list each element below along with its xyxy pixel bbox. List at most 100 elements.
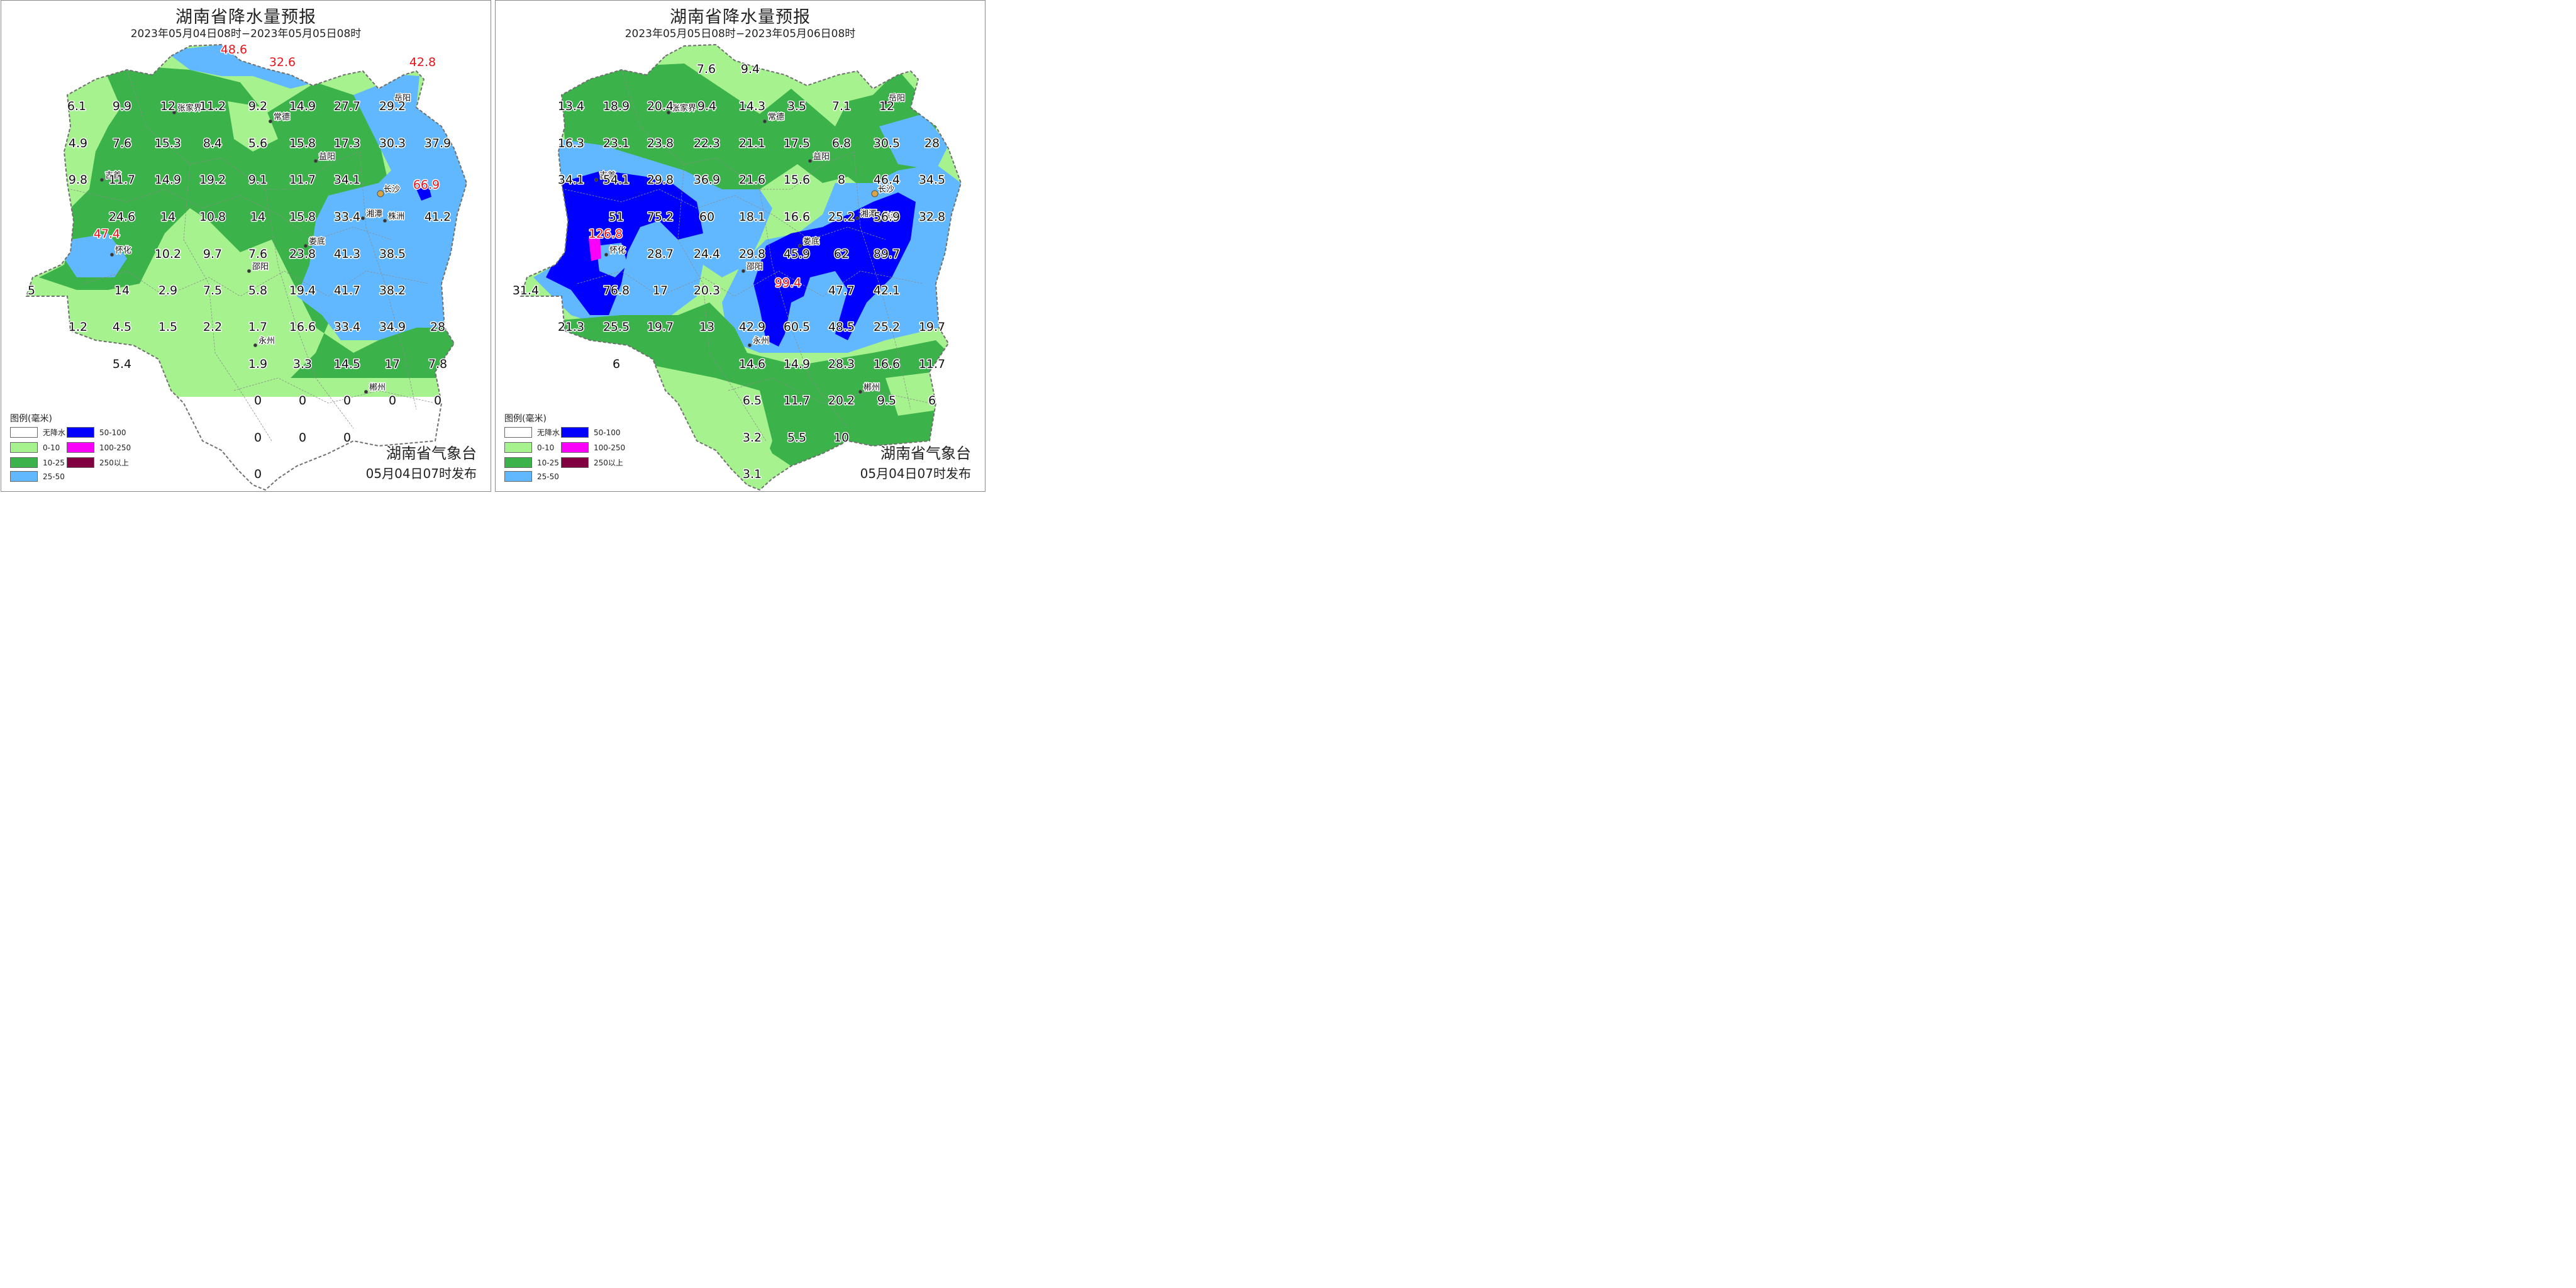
rain-zone-heavy (879, 114, 948, 170)
rainfall-value: 7.1 (832, 99, 851, 113)
city-label: 郴州 (369, 383, 386, 392)
rainfall-value: 1.7 (248, 320, 267, 334)
city-label: 益阳 (813, 152, 830, 162)
rainfall-value: 28 (924, 136, 940, 150)
rainfall-value: 21.1 (739, 136, 765, 150)
rainfall-value: 23.8 (647, 136, 674, 150)
city-label: 岳阳 (889, 94, 905, 103)
rain-zone-rain (546, 170, 703, 315)
rainfall-value: 6.1 (67, 99, 86, 113)
rainfall-value: 14.9 (289, 99, 316, 113)
rainfall-value: 25.2 (828, 210, 855, 224)
max-rainfall-value: 32.6 (269, 55, 296, 69)
city-label: 永州 (753, 336, 769, 346)
rainfall-value: 17 (653, 284, 668, 297)
legend-item-light: 0-10 (10, 442, 60, 453)
city-dot (314, 159, 318, 163)
rainfall-value: 38.5 (379, 247, 406, 261)
rainfall-value: 31.4 (513, 284, 539, 297)
rainfall-value: 34.1 (334, 173, 360, 187)
rainfall-value: 0 (299, 431, 306, 445)
rainfall-value: 7.6 (248, 247, 267, 261)
rainfall-value: 14.3 (739, 99, 765, 113)
rainfall-value: 24.6 (109, 210, 135, 224)
rainfall-value: 0 (254, 394, 262, 408)
rain-zone-heavy (165, 45, 316, 89)
rainfall-value: 14.6 (739, 357, 765, 371)
rainfall-value: 1.5 (158, 320, 177, 334)
legend-item-moderate: 10-25 (10, 457, 65, 468)
rainfall-value: 9.2 (248, 99, 267, 113)
rainfall-value: 3.5 (787, 99, 806, 113)
rain-zone-rain (753, 192, 916, 347)
rainfall-value: 8 (838, 173, 845, 187)
rainfall-value: 42.9 (739, 320, 765, 334)
rain-zone-light (228, 101, 278, 152)
rainfall-value: 13.4 (558, 99, 584, 113)
city-dot (389, 101, 393, 104)
rainfall-value: 4.9 (69, 136, 87, 150)
legend-item-heavy: 25-50 (504, 471, 559, 482)
rainfall-value: 19.7 (647, 320, 674, 334)
max-rainfall-value: 126.8 (589, 227, 623, 241)
county-boundaries (70, 69, 436, 441)
city-dot (741, 269, 745, 273)
rainfall-value: 3.3 (293, 357, 312, 371)
legend-title: 图例(毫米) (504, 414, 547, 424)
max-rainfall-value: 47.4 (94, 227, 120, 241)
max-rainfall-value: 99.4 (775, 276, 801, 290)
rainfall-value: 10.8 (199, 210, 226, 224)
rainfall-value: 16.6 (289, 320, 316, 334)
city-label: 怀化 (115, 246, 131, 255)
rainfall-value: 62 (834, 247, 849, 261)
rainfall-value: 34.1 (558, 173, 584, 187)
city-label: 永州 (258, 336, 275, 346)
forecast-period: 2023年05月05日08时−2023年05月06日08时 (625, 28, 856, 40)
issue-time: 05月04日07时发布 (365, 466, 477, 481)
rainfall-value: 14.9 (784, 357, 810, 371)
max-rainfall-value: 48.6 (221, 43, 247, 57)
city-dot (110, 253, 114, 257)
city-label: 株洲 (882, 212, 899, 221)
rainfall-value: 23.8 (289, 247, 316, 261)
max-rainfall-value: 42.8 (409, 55, 436, 69)
city-dot (377, 190, 384, 197)
rainfall-value: 0 (389, 394, 396, 408)
rainfall-value: 15.6 (784, 173, 810, 187)
city-dot (247, 269, 251, 273)
rainfall-value: 0 (254, 467, 262, 481)
rainfall-value: 15.3 (155, 136, 181, 150)
rainfall-value: 60.5 (784, 320, 810, 334)
rainfall-value: 30.5 (874, 136, 900, 150)
issuing-agency: 湖南省气象台 (880, 445, 971, 462)
city-label: 株洲 (388, 212, 404, 221)
rainfall-value: 1.9 (248, 357, 267, 371)
rainfall-value: 9.1 (248, 173, 267, 187)
rainfall-value: 19.4 (289, 284, 316, 297)
rainfall-value: 29.8 (739, 247, 765, 261)
legend: 图例(毫米) 无降水 0-10 10-25 25-50 50-100 100-2… (10, 412, 155, 482)
city-label: 益阳 (319, 152, 335, 162)
legend-item-heavy: 25-50 (10, 471, 65, 482)
legend-title: 图例(毫米) (10, 414, 52, 424)
rainfall-value: 32.8 (919, 210, 945, 224)
city-label: 吉首 (599, 171, 616, 180)
rainfall-value: 24.4 (694, 247, 720, 261)
rainfall-value: 33.4 (334, 210, 360, 224)
rain-zone-heavy (596, 243, 628, 277)
rainfall-value: 11.7 (109, 173, 135, 187)
rainfall-value: 19.7 (919, 320, 945, 334)
rainfall-value: 9.4 (741, 62, 760, 76)
rainfall-value: 4.5 (113, 320, 131, 334)
city-label: 娄底 (803, 236, 819, 247)
rainfall-value: 56.9 (874, 210, 900, 224)
rainfall-value: 42.1 (874, 284, 900, 297)
rainfall-value: 28 (430, 320, 445, 334)
rainfall-value: 28.7 (647, 247, 674, 261)
city-dot (304, 244, 308, 248)
rainfall-value: 0 (434, 394, 441, 408)
rainfall-value: 34.5 (919, 173, 945, 187)
rain-zone-mod (39, 64, 454, 378)
rain-zone-heavy (64, 233, 127, 277)
